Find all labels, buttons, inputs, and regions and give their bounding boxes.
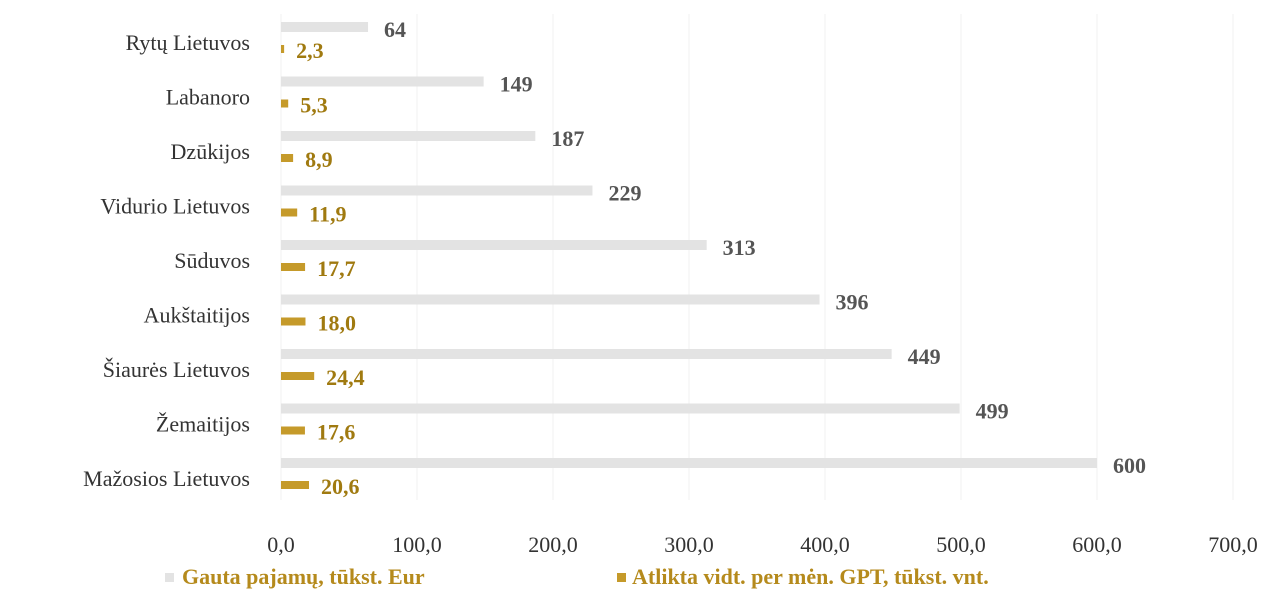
bar-services — [281, 263, 306, 271]
bar-revenue — [281, 294, 820, 305]
data-label-revenue: 396 — [836, 290, 869, 315]
x-tick-label: 0,0 — [267, 532, 295, 557]
data-label-revenue: 313 — [723, 235, 756, 260]
data-label-services: 8,9 — [305, 147, 333, 172]
bar-revenue — [281, 349, 892, 359]
data-labels: 64 2,3 149 5,3 187 8,9 229 11,9 313 17,7 396 18,0 44… — [296, 17, 1146, 499]
data-label-revenue: 64 — [384, 17, 406, 42]
data-label-revenue: 449 — [908, 344, 941, 369]
category-label: Labanoro — [166, 85, 250, 110]
data-label-services: 20,6 — [321, 474, 360, 499]
data-label-revenue: 499 — [976, 399, 1009, 424]
data-label-revenue: 187 — [551, 126, 584, 151]
data-label-services: 2,3 — [296, 38, 324, 63]
bar-revenue — [281, 240, 707, 250]
bar-services — [281, 481, 310, 489]
bar-services — [281, 45, 285, 53]
legend-swatch-revenue — [165, 573, 174, 582]
data-label-revenue: 600 — [1113, 453, 1146, 478]
category-label: Rytų Lietuvos — [126, 30, 250, 55]
x-tick-label: 300,0 — [664, 532, 714, 557]
x-axis-tick-labels: 0,0 100,0 200,0 300,0 400,0 500,0 600,0 700,0 — [267, 532, 1258, 557]
category-label: Aukštaitijos — [144, 303, 250, 328]
x-tick-label: 200,0 — [528, 532, 578, 557]
category-labels: Rytų Lietuvos Labanoro Dzūkijos Vidurio Lie… — [83, 30, 250, 491]
category-label: Šiaurės Lietuvos — [103, 357, 250, 382]
bar-revenue — [281, 403, 960, 414]
legend-swatch-services — [617, 573, 626, 582]
data-label-revenue: 229 — [608, 181, 641, 206]
bars — [281, 22, 1097, 489]
x-tick-label: 600,0 — [1072, 532, 1122, 557]
legend-label-services: Atlikta vidt. per mėn. GPT, tūkst. vnt. — [632, 564, 989, 589]
bar-revenue — [281, 131, 536, 141]
bar-revenue — [281, 458, 1097, 468]
data-label-services: 17,7 — [317, 256, 356, 281]
x-tick-label: 700,0 — [1208, 532, 1258, 557]
data-label-services: 5,3 — [300, 93, 328, 118]
gridlines — [280, 14, 1234, 500]
legend-label-revenue: Gauta pajamų, tūkst. Eur — [182, 564, 425, 589]
category-label: Vidurio Lietuvos — [100, 194, 250, 219]
data-label-services: 11,9 — [309, 202, 346, 227]
legend: Gauta pajamų, tūkst. Eur Atlikta vidt. pe… — [165, 564, 989, 589]
bar-revenue — [281, 185, 593, 196]
bar-services — [281, 317, 306, 326]
bar-services — [281, 208, 298, 217]
data-label-services: 18,0 — [317, 311, 356, 336]
bar-revenue — [281, 76, 484, 87]
category-label: Dzūkijos — [171, 139, 250, 164]
data-label-revenue: 149 — [500, 72, 533, 97]
category-label: Žemaitijos — [156, 412, 250, 437]
bar-services — [281, 99, 289, 108]
bar-revenue — [281, 22, 369, 32]
x-tick-label: 100,0 — [392, 532, 442, 557]
data-label-services: 24,4 — [326, 365, 365, 390]
category-label: Mažosios Lietuvos — [83, 466, 250, 491]
data-label-services: 17,6 — [317, 420, 356, 445]
x-tick-label: 500,0 — [936, 532, 986, 557]
bar-services — [281, 426, 305, 435]
x-tick-label: 400,0 — [800, 532, 850, 557]
bar-services — [281, 154, 294, 162]
bar-services — [281, 372, 315, 380]
category-label: Sūduvos — [174, 248, 250, 273]
